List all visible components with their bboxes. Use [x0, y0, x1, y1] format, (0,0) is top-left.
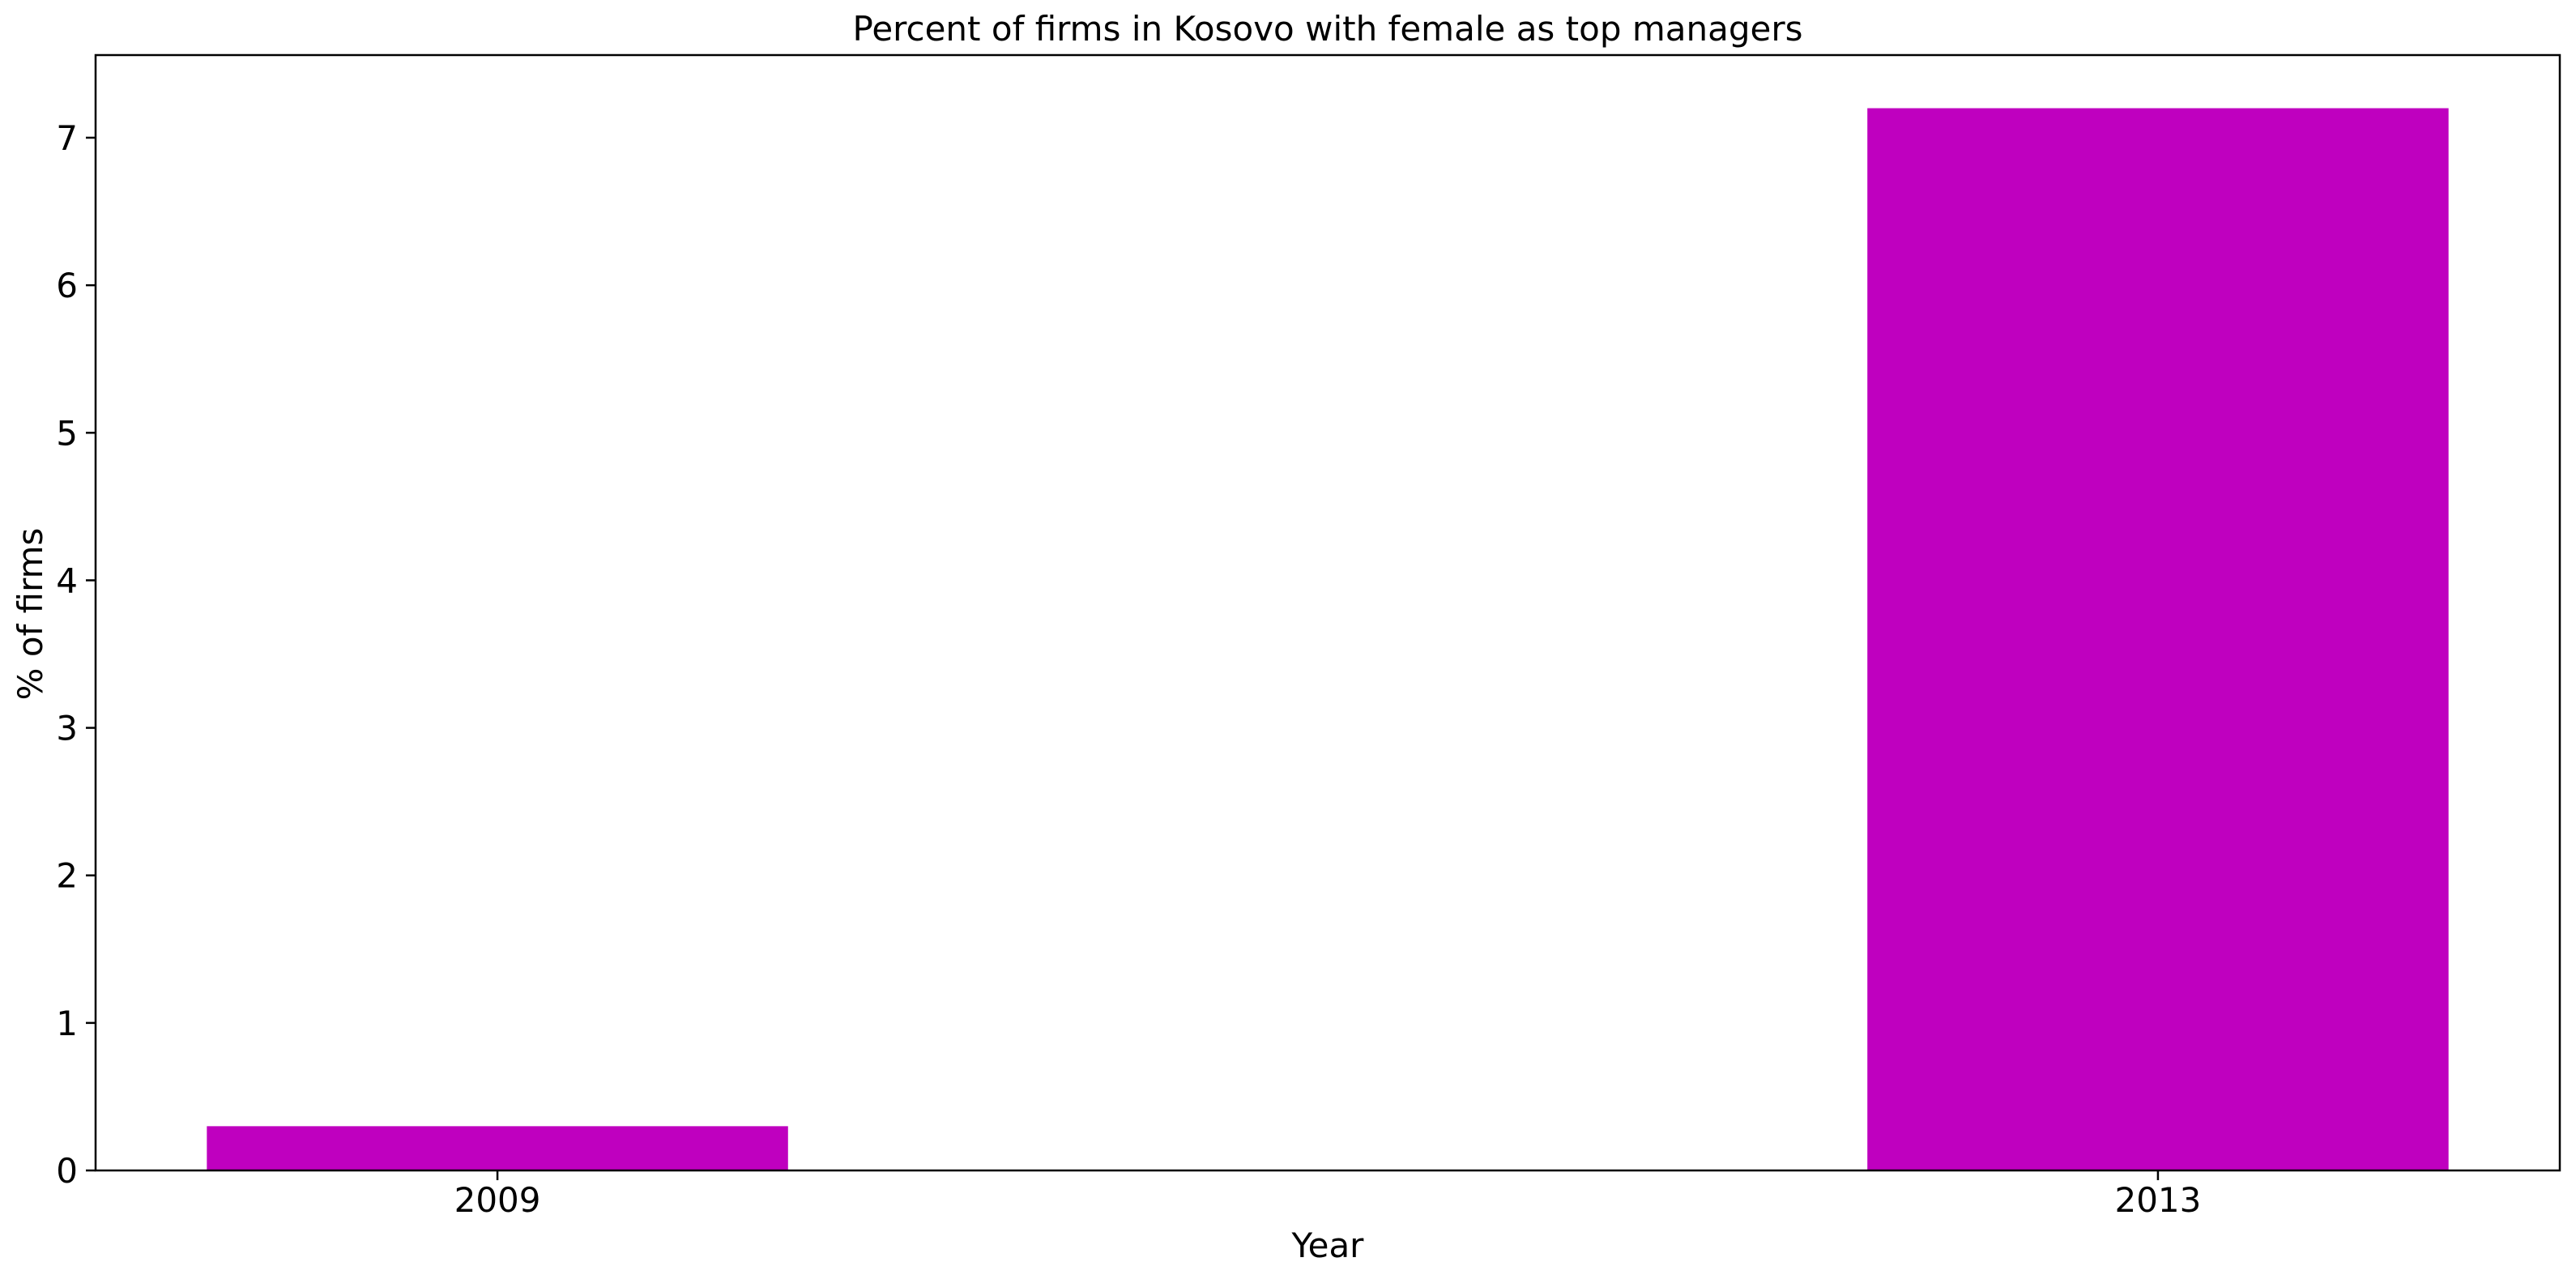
x-tick-label: 2013 [2114, 1180, 2201, 1220]
x-tick-label: 2009 [454, 1180, 541, 1220]
plot-frame [94, 53, 2561, 1172]
bar-2009 [207, 1126, 788, 1170]
bars-layer [207, 108, 2449, 1171]
y-tick-label: 1 [56, 1004, 78, 1043]
y-tick-label: 4 [56, 561, 78, 600]
y-tick-label: 7 [56, 118, 78, 158]
y-tick-label: 0 [56, 1151, 78, 1191]
chart-title: Percent of firms in Kosovo with female a… [852, 9, 1802, 49]
y-axis-ticks: 0 1 2 3 4 5 6 7 [56, 118, 96, 1191]
bar-2013 [1867, 108, 2449, 1171]
y-tick-label: 5 [56, 413, 78, 453]
y-tick-label: 2 [56, 856, 78, 896]
y-tick-label: 3 [56, 709, 78, 748]
y-axis-label: % of firms [11, 528, 50, 701]
y-tick-label: 6 [56, 266, 78, 305]
x-axis-ticks: 2009 2013 [454, 1170, 2201, 1220]
x-axis-label: Year [1291, 1226, 1365, 1265]
